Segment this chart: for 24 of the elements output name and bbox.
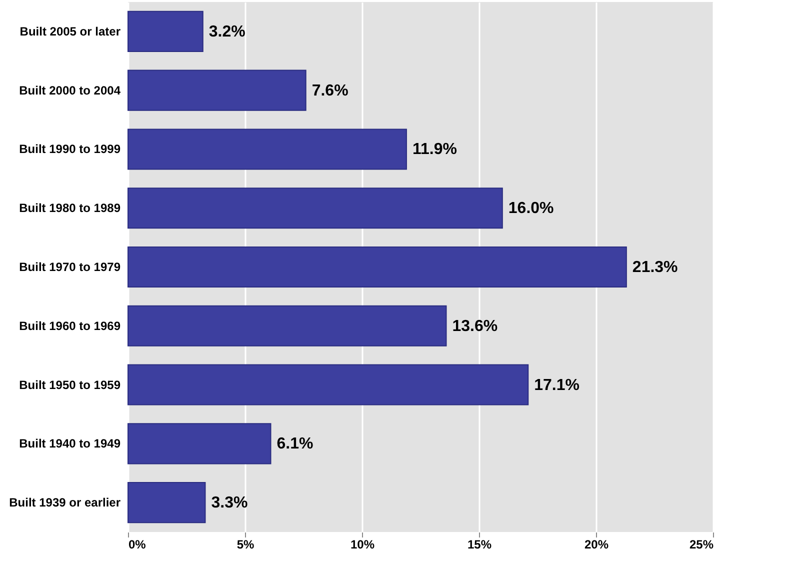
data-label: 6.1% (276, 436, 314, 453)
data-label: 21.3% (632, 259, 678, 276)
x-tick-label: 20% (584, 538, 609, 552)
data-label: 17.1% (534, 376, 580, 394)
y-tick-label: Built 1950 to 1959 (19, 378, 121, 392)
x-tick-label: 10% (350, 538, 375, 552)
y-tick-label: Built 1990 to 1999 (19, 142, 121, 156)
y-tick-label: Built 1940 to 1949 (19, 436, 121, 451)
y-tick-label: Built 1939 or earlier (9, 496, 121, 510)
y-tick-label: Built 1960 to 1969 (19, 318, 121, 333)
data-label: 16.0% (508, 200, 554, 218)
data-label: 7.6% (312, 82, 348, 100)
y-tick-label: Built 2000 to 2004 (19, 83, 121, 98)
x-tick-label: 5% (236, 538, 254, 552)
y-tick-label: Built 1980 to 1989 (19, 201, 121, 216)
y-tick-label: Built 1970 to 1979 (19, 260, 121, 274)
data-label: 3.2% (208, 23, 246, 40)
x-tick-label: 25% (689, 538, 714, 552)
data-label: 13.6% (452, 318, 498, 335)
x-tick-label: 15% (467, 538, 492, 552)
x-tick-label: 0% (128, 538, 146, 552)
data-label: 3.3% (211, 494, 248, 512)
data-label: 11.9% (412, 141, 457, 158)
y-tick-label: Built 2005 or later (20, 24, 121, 38)
